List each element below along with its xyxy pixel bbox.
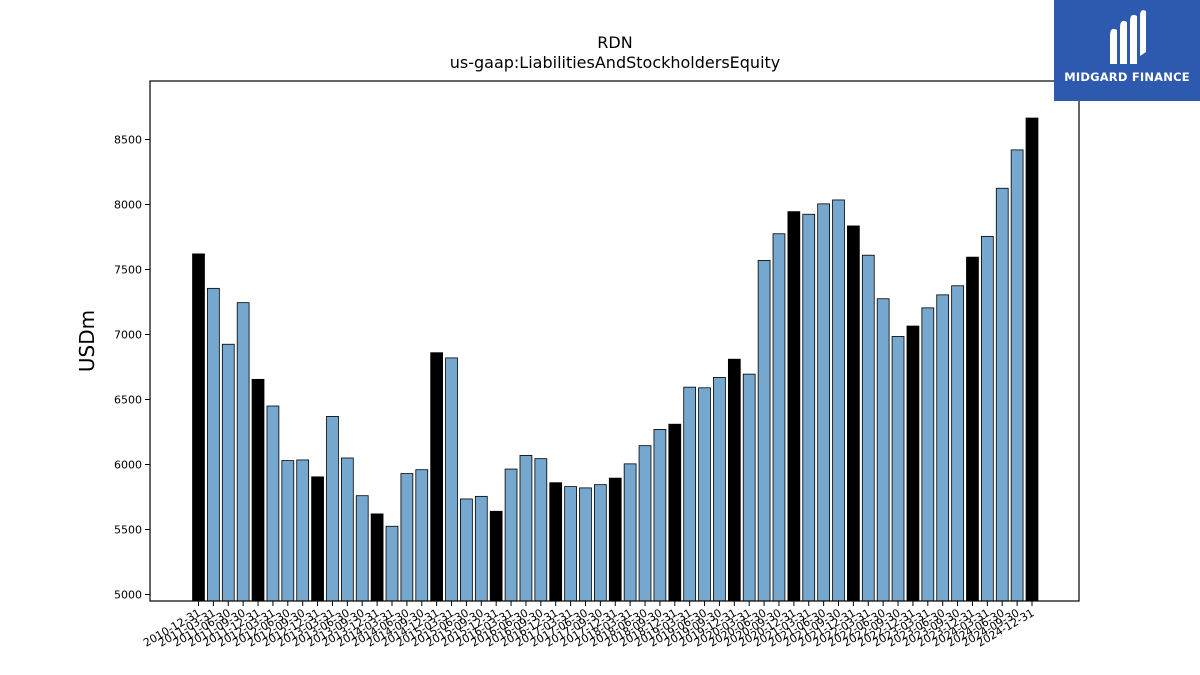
midgard-m-logo-icon: [1110, 10, 1146, 64]
chart-subtitle: us-gaap:LiabilitiesAndStockholdersEquity: [450, 53, 781, 72]
bar-2017-09-30: [594, 484, 607, 602]
bar-2010-12-31: [192, 253, 205, 602]
bar-2016-03-31: [504, 468, 518, 602]
bar-2013-06-30: [340, 457, 354, 602]
logo-name: MIDGARD FINANCE: [1064, 70, 1190, 84]
bar-2018-06-30: [638, 445, 652, 602]
bar-2019-06-30: [698, 387, 711, 602]
y-tick-label: 6000: [114, 459, 142, 472]
bar-2024-09-30: [1010, 149, 1024, 602]
bar-2023-12-31: [966, 256, 979, 602]
bar-2019-09-30: [713, 376, 726, 602]
bar-2020-12-31: [787, 211, 801, 602]
bar-2019-12-31: [727, 358, 741, 602]
chart-title: RDN: [597, 33, 632, 52]
y-tick-label: 5000: [114, 589, 142, 602]
bar-2014-06-30: [400, 473, 414, 602]
bar-2012-06-30: [281, 460, 295, 602]
bar-2016-09-30: [534, 458, 548, 602]
bar-2022-09-30: [891, 336, 905, 602]
bar-2015-06-30: [460, 498, 473, 602]
bar-2023-06-30: [936, 294, 950, 602]
y-tick-label: 5500: [114, 524, 142, 537]
bar-2022-12-31: [906, 325, 920, 602]
bar-2021-09-30: [832, 199, 845, 602]
bar-2014-12-31: [430, 352, 444, 602]
bar-2014-03-31: [385, 525, 399, 602]
y-tick-label: 6500: [114, 394, 142, 407]
plot-frame: [149, 80, 1080, 602]
bar-2015-12-31: [489, 510, 503, 602]
bar-2024-06-30: [995, 187, 1009, 602]
bar-2020-06-30: [757, 259, 771, 602]
bar-2024-12-31: [1025, 117, 1039, 602]
bar-2021-03-31: [802, 213, 816, 602]
bar-2016-12-31: [549, 482, 563, 602]
bar-2013-09-30: [355, 495, 369, 602]
bar-2022-03-31: [861, 254, 875, 602]
bar-2012-09-30: [296, 459, 310, 602]
bar-2016-06-30: [519, 454, 533, 602]
bar-2018-03-31: [623, 463, 637, 602]
bar-2019-03-31: [683, 386, 697, 602]
bar-2023-09-30: [951, 285, 964, 602]
bar-2011-12-31: [251, 378, 265, 602]
bar-2020-09-30: [772, 233, 786, 602]
bar-2011-06-30: [221, 343, 235, 602]
bar-2024-03-31: [980, 235, 994, 602]
bar-2011-03-31: [207, 287, 220, 602]
bar-2021-06-30: [817, 203, 830, 602]
y-tick-label: 7000: [114, 329, 142, 342]
bar-2023-03-31: [921, 307, 935, 602]
bar-2021-12-31: [847, 225, 860, 602]
y-tick-label: 8000: [114, 199, 142, 212]
bar-2012-03-31: [266, 405, 280, 602]
bar-2018-09-30: [653, 428, 667, 602]
bar-2020-03-31: [742, 373, 756, 602]
midgard-finance-logo: MIDGARD FINANCE: [1054, 0, 1200, 101]
bar-2022-06-30: [876, 298, 890, 602]
bar-2011-09-30: [236, 302, 250, 602]
y-tick-label: 7500: [114, 264, 142, 277]
y-axis: 5000 5500 6000 6500 7000 7500 8000 8500: [114, 134, 150, 602]
y-axis-label: USDm: [75, 310, 99, 372]
bar-2012-12-31: [311, 476, 324, 602]
y-tick-label: 8500: [114, 134, 142, 147]
bar-2014-09-30: [415, 469, 429, 602]
x-axis: 2010-12-312011-03-312011-06-302011-09-30…: [141, 601, 1037, 650]
bar-2013-12-31: [370, 513, 384, 602]
bar-2017-06-30: [579, 487, 592, 602]
bar-2015-09-30: [474, 495, 488, 602]
bar-2018-12-31: [668, 423, 682, 602]
bar-2017-12-31: [608, 477, 622, 602]
bars-group: [192, 117, 1039, 602]
bar-2013-03-31: [326, 415, 339, 602]
bar-2015-03-31: [445, 357, 458, 602]
bar-2017-03-31: [564, 486, 577, 602]
